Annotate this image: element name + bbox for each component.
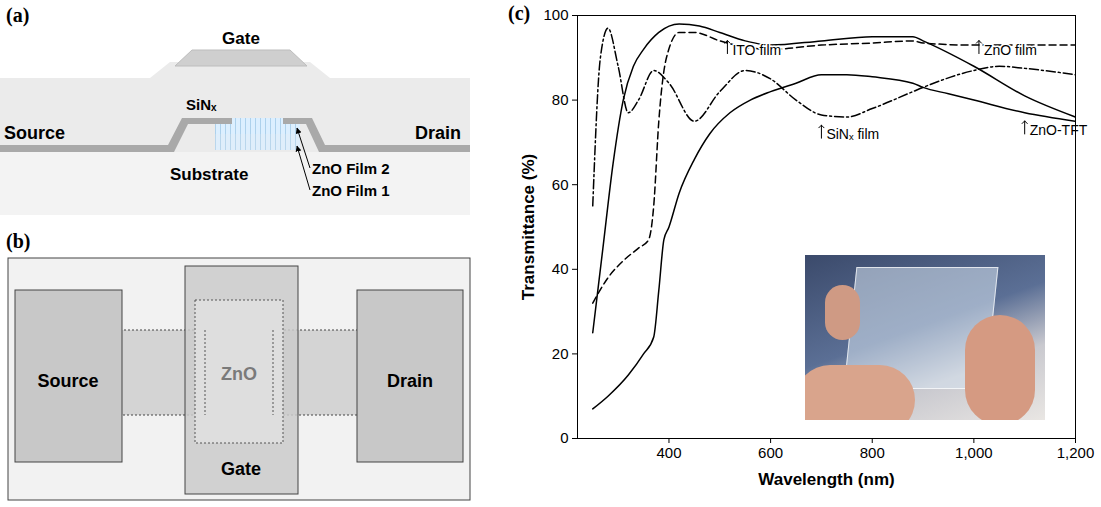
- svg-text:ZnO-TFT: ZnO-TFT: [1030, 122, 1088, 138]
- svg-text:20: 20: [552, 345, 569, 362]
- svg-text:1,000: 1,000: [955, 444, 993, 461]
- svg-text:Gate: Gate: [222, 29, 260, 48]
- svg-text:ZnO: ZnO: [221, 364, 257, 384]
- svg-text:60: 60: [552, 176, 569, 193]
- svg-text:(b): (b): [6, 230, 30, 253]
- svg-text:ITO film: ITO film: [732, 42, 781, 58]
- svg-text:40: 40: [552, 260, 569, 277]
- svg-text:0: 0: [560, 429, 568, 446]
- svg-text:800: 800: [860, 444, 885, 461]
- svg-text:Drain: Drain: [387, 371, 433, 391]
- svg-text:Substrate: Substrate: [170, 165, 248, 184]
- svg-text:Drain: Drain: [415, 123, 461, 143]
- svg-text:Wavelength (nm): Wavelength (nm): [758, 470, 894, 489]
- svg-text:600: 600: [758, 444, 783, 461]
- svg-text:100: 100: [543, 6, 568, 23]
- svg-text:Source: Source: [4, 123, 65, 143]
- svg-text:ZnO Film 2: ZnO Film 2: [312, 160, 390, 177]
- svg-text:Source: Source: [37, 371, 98, 391]
- svg-text:ZnO Film 1: ZnO Film 1: [312, 182, 390, 199]
- svg-text:ZnO film: ZnO film: [984, 42, 1037, 58]
- svg-text:Gate: Gate: [221, 459, 261, 479]
- svg-text:80: 80: [552, 91, 569, 108]
- svg-text:(a): (a): [6, 4, 29, 27]
- svg-text:400: 400: [656, 444, 681, 461]
- svg-text:SiNₓ: SiNₓ: [186, 96, 217, 113]
- svg-text:SiNₓ film: SiNₓ film: [826, 126, 879, 142]
- svg-text:Transmittance (%): Transmittance (%): [519, 154, 538, 300]
- html-text:(c): (c): [508, 2, 531, 24]
- svg-text:1,200: 1,200: [1057, 444, 1095, 461]
